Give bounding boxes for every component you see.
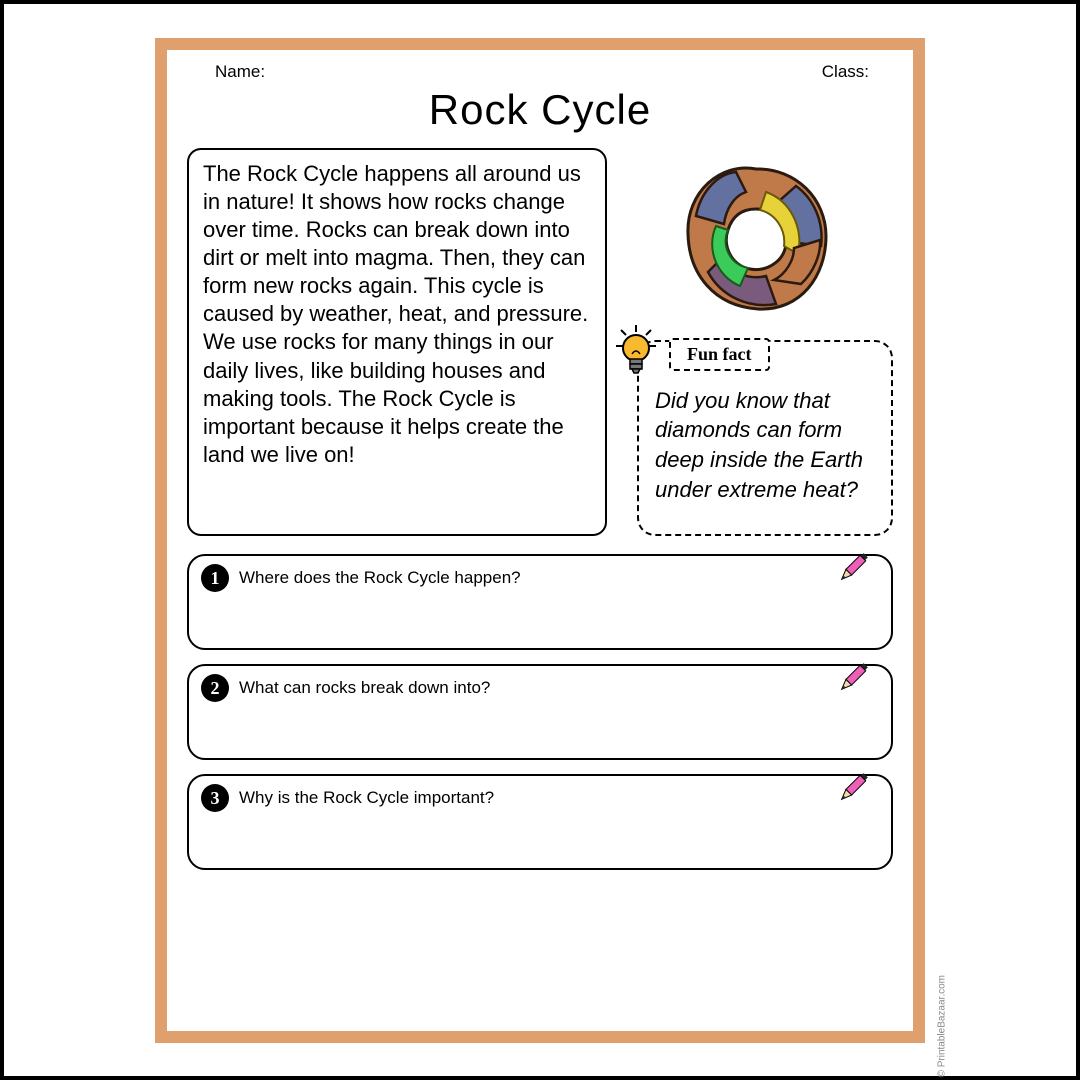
question-box-1[interactable]: 1 Where does the Rock Cycle happen? (187, 554, 893, 650)
question-number-3: 3 (201, 784, 229, 812)
header-row: Name: Class: (187, 62, 893, 82)
right-column: Fun fact Did you know that diamonds can … (619, 148, 893, 537)
copyright-text: © PrintableBazaar.com (936, 975, 947, 1077)
pencil-icon (833, 658, 873, 703)
question-box-3[interactable]: 3 Why is the Rock Cycle important? (187, 774, 893, 870)
name-label: Name: (215, 62, 265, 82)
page-outer-border: Name: Class: Rock Cycle The Rock Cycle h… (155, 38, 925, 1043)
question-number-2: 2 (201, 674, 229, 702)
funfact-container: Fun fact Did you know that diamonds can … (619, 340, 893, 537)
question-text-1: Where does the Rock Cycle happen? (239, 568, 521, 588)
lightbulb-icon (613, 322, 659, 383)
pencil-icon (833, 548, 873, 593)
top-section: The Rock Cycle happens all around us in … (187, 148, 893, 537)
question-box-2[interactable]: 2 What can rocks break down into? (187, 664, 893, 760)
rock-cycle-illustration (666, 154, 846, 324)
question-text-2: What can rocks break down into? (239, 678, 490, 698)
worksheet-page: Name: Class: Rock Cycle The Rock Cycle h… (167, 50, 913, 1031)
passage-box: The Rock Cycle happens all around us in … (187, 148, 607, 537)
class-label: Class: (822, 62, 869, 82)
question-text-3: Why is the Rock Cycle important? (239, 788, 494, 808)
questions-section: 1 Where does the Rock Cycle happen? (187, 554, 893, 870)
funfact-label: Fun fact (669, 338, 770, 371)
pencil-icon (833, 768, 873, 813)
question-number-1: 1 (201, 564, 229, 592)
page-title: Rock Cycle (187, 86, 893, 134)
